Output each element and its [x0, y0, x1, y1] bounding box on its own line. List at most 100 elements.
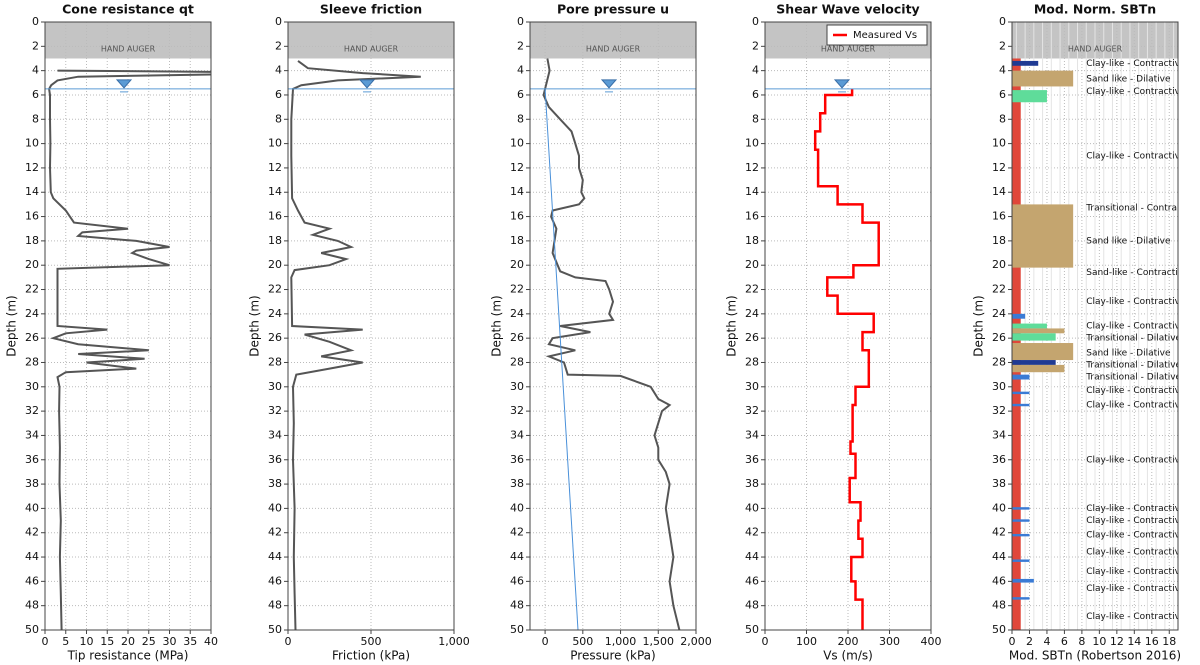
hand-auger-band — [530, 22, 696, 59]
sbt-layer — [1012, 360, 1056, 365]
y-tick-label: 12 — [745, 161, 759, 174]
y-tick-label: 48 — [992, 599, 1006, 612]
y-tick-label: 40 — [510, 501, 524, 514]
y-tick-label: 28 — [992, 355, 1006, 368]
y-tick-label: 22 — [745, 283, 759, 296]
y-tick-label: 34 — [510, 428, 524, 441]
series-line — [544, 88, 579, 630]
y-tick-label: 36 — [268, 453, 282, 466]
x-tick-label: 0 — [285, 635, 292, 648]
sbt-layer — [1012, 519, 1030, 522]
y-tick-label: 16 — [992, 210, 1006, 223]
y-tick-label: 28 — [25, 355, 39, 368]
sbt-label: Clay-like - Contractive — [1086, 297, 1186, 307]
x-tick-label: 18 — [1162, 635, 1176, 648]
y-tick-label: 8 — [999, 112, 1006, 125]
y-tick-label: 32 — [745, 404, 759, 417]
y-tick-label: 36 — [992, 453, 1006, 466]
sbt-layer — [1012, 328, 1065, 334]
hand-auger-label: HAND AUGER — [1068, 45, 1123, 54]
x-tick-label: 6 — [1061, 635, 1068, 648]
x-tick-label: 2,000 — [680, 635, 712, 648]
y-tick-label: 50 — [992, 623, 1006, 636]
x-tick-label: 1,000 — [438, 635, 470, 648]
panel-title: Sleeve friction — [320, 2, 422, 17]
plot-area: Clay-like - Contractive Sand like - Dilat… — [1012, 58, 1199, 630]
y-tick-label: 8 — [32, 112, 39, 125]
panel-title: Mod. Norm. SBTn — [1034, 2, 1156, 17]
y-tick-label: 46 — [992, 574, 1006, 587]
y-tick-label: 40 — [992, 501, 1006, 514]
plot-area — [813, 88, 880, 630]
y-tick-label: 6 — [999, 88, 1006, 101]
y-tick-label: 40 — [745, 501, 759, 514]
hand-auger-label: HAND AUGER — [101, 45, 156, 54]
y-tick-label: 2 — [999, 39, 1006, 52]
y-tick-label: 40 — [268, 501, 282, 514]
plot-area — [48, 69, 211, 630]
y-tick-label: 14 — [992, 185, 1006, 198]
sbt-label: Clay-like - Contractive — [1086, 87, 1186, 97]
y-tick-label: 48 — [268, 599, 282, 612]
y-axis-label: Depth (m) — [725, 295, 739, 356]
y-tick-label: 28 — [510, 355, 524, 368]
y-tick-label: 22 — [268, 283, 282, 296]
y-tick-label: 10 — [25, 137, 39, 150]
x-tick-label: 2 — [1026, 635, 1033, 648]
x-tick-label: 12 — [1110, 635, 1124, 648]
sbt-label: Transitional - Dilative — [1085, 360, 1181, 370]
sbt-label: Clay-like - Contractive — [1086, 386, 1186, 396]
y-tick-label: 42 — [992, 526, 1006, 539]
y-tick-label: 38 — [992, 477, 1006, 490]
x-tick-label: 30 — [163, 635, 177, 648]
y-tick-label: 46 — [510, 574, 524, 587]
y-tick-label: 48 — [745, 599, 759, 612]
sbt-label: Sand like - Dilative — [1086, 236, 1171, 246]
y-tick-label: 4 — [32, 64, 39, 77]
y-tick-label: 34 — [268, 428, 282, 441]
sbt-label: Clay-like - Contractive — [1086, 612, 1186, 622]
sbt-label: Clay-like - Contractive — [1086, 504, 1186, 514]
hand-auger-label: HAND AUGER — [586, 45, 641, 54]
y-tick-label: 36 — [745, 453, 759, 466]
sbt-label: Transitional - Dilative — [1085, 373, 1181, 383]
y-tick-label: 16 — [25, 210, 39, 223]
water-table-marker — [115, 79, 133, 89]
y-tick-label: 6 — [32, 88, 39, 101]
x-tick-label: 15 — [100, 635, 114, 648]
y-tick-label: 18 — [992, 234, 1006, 247]
y-tick-label: 48 — [25, 599, 39, 612]
x-tick-label: 0 — [42, 635, 49, 648]
y-tick-label: 24 — [268, 307, 282, 320]
y-tick-label: 32 — [510, 404, 524, 417]
sbt-layer — [1012, 90, 1047, 103]
x-tick-label: 4 — [1043, 635, 1050, 648]
y-tick-label: 12 — [268, 161, 282, 174]
y-tick-label: 32 — [25, 404, 39, 417]
sbt-layer — [1012, 364, 1065, 373]
y-axis-label: Depth (m) — [248, 295, 262, 356]
y-tick-label: 22 — [992, 283, 1006, 296]
sbt-layer — [1012, 533, 1030, 537]
sbt-label: Clay-like - Contractive — [1086, 516, 1186, 526]
y-tick-label: 38 — [510, 477, 524, 490]
y-tick-label: 12 — [510, 161, 524, 174]
y-tick-label: 18 — [25, 234, 39, 247]
y-tick-label: 0 — [999, 15, 1006, 28]
y-tick-label: 20 — [745, 258, 759, 271]
x-tick-label: 500 — [572, 635, 593, 648]
sbt-label: Clay-like - Contractive — [1086, 548, 1186, 558]
sbt-label: Transitional - Dilative — [1085, 334, 1181, 344]
y-tick-label: 46 — [745, 574, 759, 587]
sbt-label: Transitional - Contractive — [1085, 204, 1199, 214]
y-tick-label: 0 — [32, 15, 39, 28]
x-axis-label: Vs (m/s) — [823, 649, 873, 663]
x-tick-label: 200 — [838, 635, 859, 648]
x-tick-label: 1,500 — [643, 635, 675, 648]
panel-title: Pore pressure u — [557, 2, 669, 17]
sbt-layer — [1012, 578, 1034, 583]
x-axis-label: Tip resistance (MPa) — [67, 649, 189, 663]
